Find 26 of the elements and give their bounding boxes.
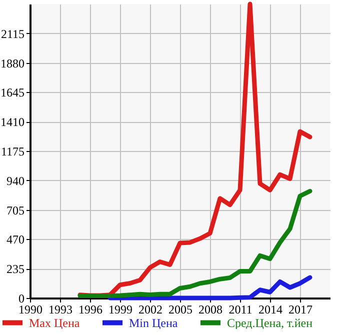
y-tick-label: 235 (6, 262, 24, 276)
y-tick-label: 0 (18, 292, 24, 306)
x-tick-label: 2005 (168, 302, 192, 316)
y-tick-label: 1175 (0, 144, 24, 158)
line-series (108, 275, 312, 300)
x-tick-label: 2002 (138, 302, 162, 316)
legend-label: Min Цена (129, 316, 178, 330)
x-tick-label: 1993 (48, 302, 72, 316)
y-tick-label: 1410 (0, 115, 24, 130)
line-series (78, 188, 312, 298)
legend-label: Max Цена (29, 316, 80, 330)
x-tick-label: 1999 (108, 302, 132, 316)
line-series (78, 2, 312, 298)
x-tick-label: 2014 (258, 302, 282, 316)
legend-label: Сред.Цена, т.йен (227, 316, 314, 330)
y-tick-label: 940 (6, 174, 24, 188)
x-tick-label: 2017 (288, 302, 312, 316)
x-tick-label: 1990 (18, 302, 42, 316)
y-tick-label: 1645 (0, 86, 24, 100)
y-tick-label: 705 (6, 203, 24, 218)
x-tick-label: 2008 (198, 302, 222, 316)
y-tick-label: 2115 (0, 26, 24, 41)
y-tick-label: 470 (6, 232, 24, 247)
y-tick-label: 1880 (0, 56, 24, 70)
x-tick-label: 1996 (78, 302, 102, 316)
x-tick-label: 2011 (228, 302, 252, 316)
